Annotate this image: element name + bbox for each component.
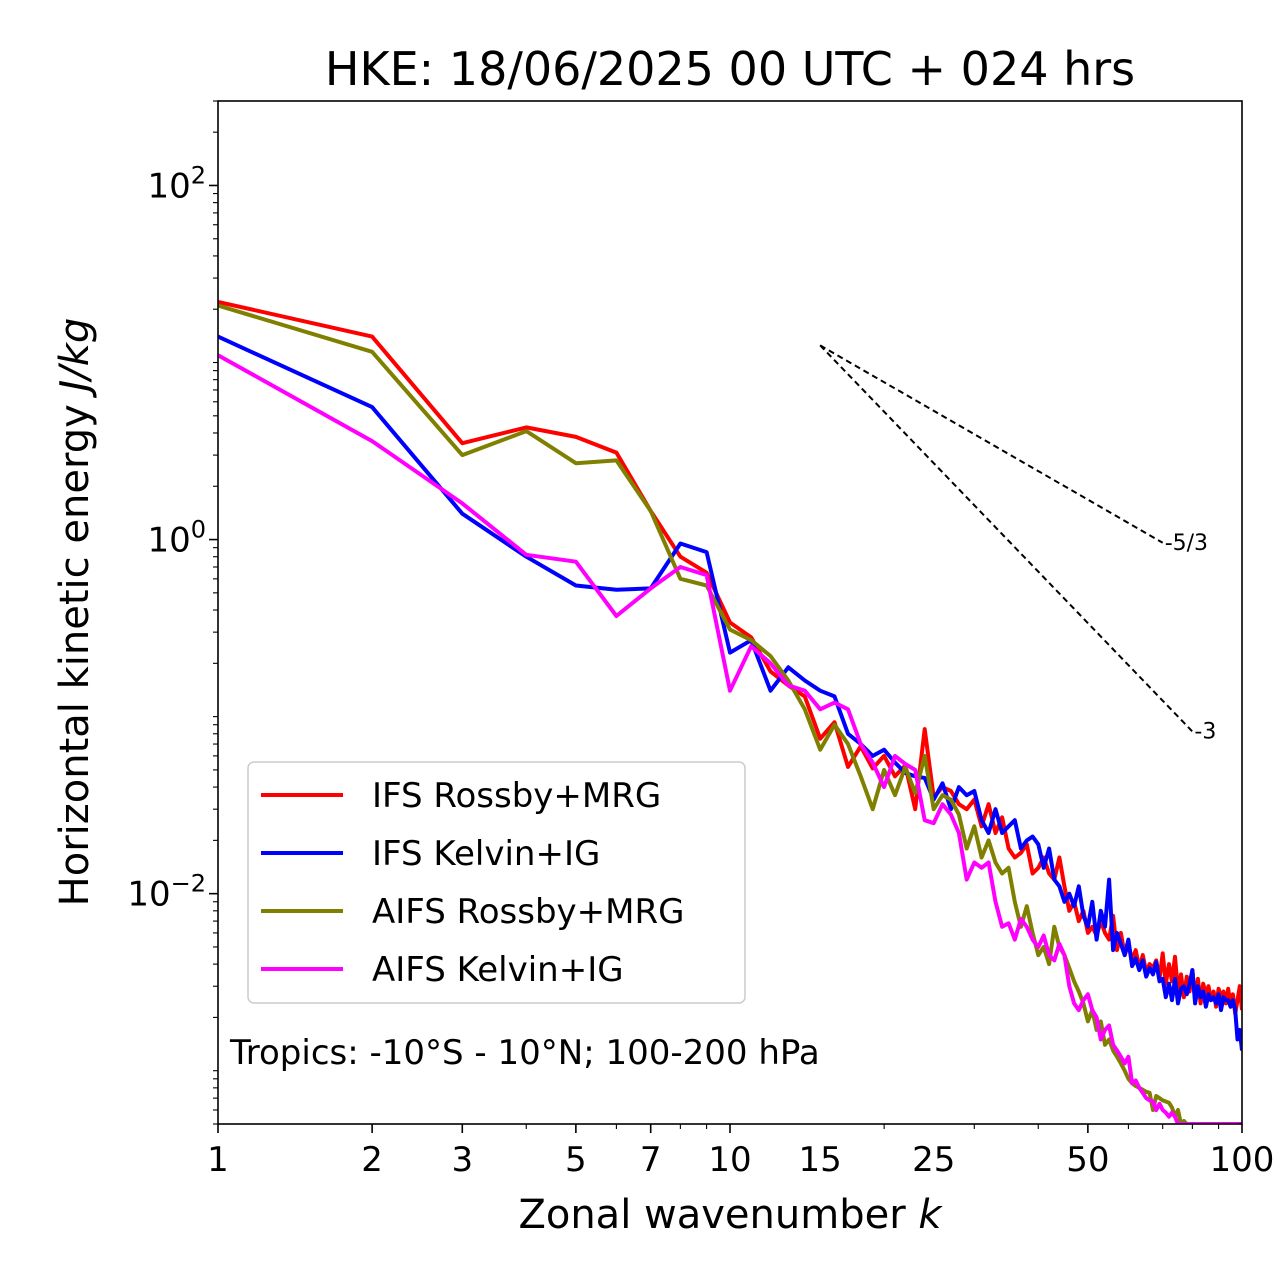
x-tick-label: 100 xyxy=(1210,1140,1275,1180)
reference-slope-label: -3 xyxy=(1194,719,1216,744)
legend-label: IFS Rossby+MRG xyxy=(372,776,661,816)
series-line xyxy=(218,353,1242,1124)
x-tick-label: 2 xyxy=(361,1140,383,1180)
x-tick-label: 5 xyxy=(565,1140,587,1180)
x-axis-ticks: 1 2 3 5 7 10 15 25 50 100 xyxy=(207,1124,1274,1180)
x-tick-label: 7 xyxy=(640,1140,662,1180)
series-line xyxy=(218,334,1242,1051)
legend: IFS Rossby+MRG IFS Kelvin+IG AIFS Rossby+M… xyxy=(247,761,746,1004)
legend-label: AIFS Rossby+MRG xyxy=(372,892,684,932)
x-tick-label: 15 xyxy=(799,1140,842,1180)
x-tick-label: 50 xyxy=(1066,1140,1109,1180)
series-line xyxy=(218,303,1242,1124)
x-tick-label: 1 xyxy=(207,1140,229,1180)
legend-label: AIFS Kelvin+IG xyxy=(372,950,624,990)
legend-label: IFS Kelvin+IG xyxy=(372,834,600,874)
series-layer xyxy=(218,299,1242,1124)
reference-slope-line xyxy=(819,344,1164,544)
y-axis-label: Horizontal kinetic energy J/kg xyxy=(52,318,98,907)
chart-title: HKE: 18/06/2025 00 UTC + 024 hrs xyxy=(325,42,1135,96)
y-axis-ticks: 102 100 10−2 xyxy=(127,100,218,1125)
x-tick-label: 3 xyxy=(451,1140,473,1180)
y-tick-label: 10−2 xyxy=(127,870,206,915)
legend-box xyxy=(247,761,746,1004)
x-tick-label: 10 xyxy=(708,1140,751,1180)
region-annotation: Tropics: -10°S - 10°N; 100-200 hPa xyxy=(229,1033,820,1073)
reference-slope-label: -5/3 xyxy=(1165,531,1208,556)
reference-slopes: -5/3 -3 xyxy=(819,344,1216,744)
x-tick-label: 25 xyxy=(912,1140,955,1180)
y-tick-label: 102 xyxy=(147,161,206,206)
y-tick-label: 100 xyxy=(147,516,206,561)
x-axis-label: Zonal wavenumber k xyxy=(518,1192,943,1238)
